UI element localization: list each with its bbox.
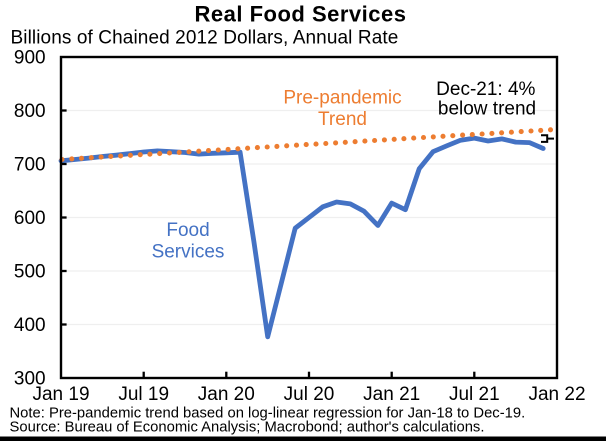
- svg-text:600: 600: [14, 208, 46, 229]
- svg-text:Jan 20: Jan 20: [198, 384, 255, 405]
- svg-text:Trend: Trend: [318, 109, 367, 130]
- svg-text:400: 400: [14, 315, 46, 336]
- svg-text:Pre-pandemic: Pre-pandemic: [283, 88, 401, 109]
- svg-text:800: 800: [14, 101, 46, 122]
- svg-text:Billions of Chained 2012 Dolla: Billions of Chained 2012 Dollars, Annual…: [11, 28, 399, 49]
- svg-text:below trend: below trend: [438, 99, 536, 120]
- svg-text:Jan 19: Jan 19: [32, 384, 89, 405]
- svg-text:Note: Pre-pandemic trend based: Note: Pre-pandemic trend based on log-li…: [10, 406, 526, 422]
- svg-text:300: 300: [14, 368, 46, 389]
- svg-text:500: 500: [14, 261, 46, 282]
- svg-text:Jan 21: Jan 21: [363, 384, 420, 405]
- svg-text:Services: Services: [152, 241, 225, 262]
- svg-text:Jul 20: Jul 20: [284, 384, 335, 405]
- svg-text:Jul 21: Jul 21: [449, 384, 500, 405]
- svg-text:Food: Food: [166, 220, 209, 241]
- svg-text:700: 700: [14, 154, 46, 175]
- svg-text:Jul 19: Jul 19: [118, 384, 169, 405]
- svg-text:Real Food Services: Real Food Services: [195, 2, 407, 27]
- svg-text:Source: Bureau of Economic Ana: Source: Bureau of Economic Analysis; Mac…: [10, 419, 485, 435]
- svg-text:Jan 22: Jan 22: [528, 384, 585, 405]
- svg-text:900: 900: [14, 47, 46, 68]
- svg-text:Dec-21: 4%: Dec-21: 4%: [436, 79, 535, 100]
